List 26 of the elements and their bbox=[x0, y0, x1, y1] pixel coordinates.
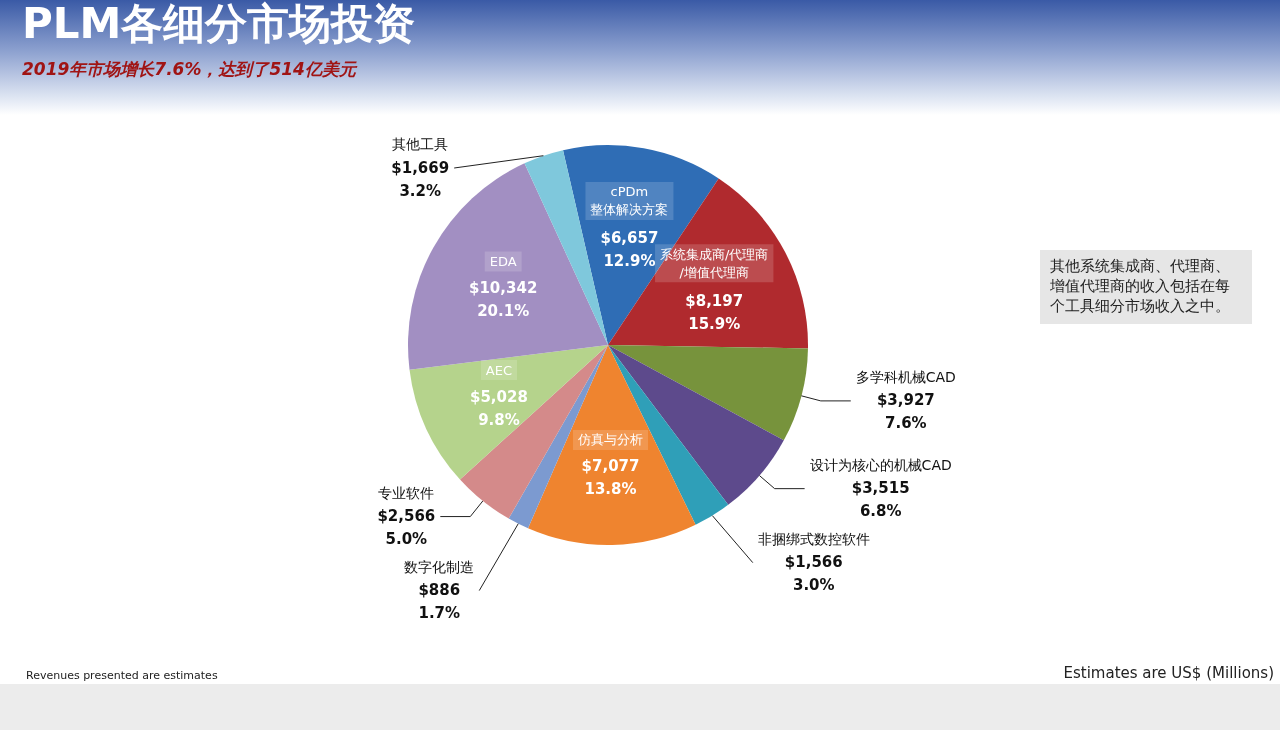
text: 2019年市场增长7.6%，达到了514亿美元 bbox=[22, 58, 356, 81]
data-label: $1,669 3.2% bbox=[391, 158, 450, 200]
data-label: $8,197 15.9% bbox=[685, 291, 744, 333]
slice-label: 专业软件 bbox=[378, 484, 435, 501]
slice-label: 多学科机械CAD bbox=[855, 368, 956, 385]
slice-label: 其他工具 bbox=[392, 136, 449, 152]
slice-label: AEC bbox=[485, 362, 513, 378]
slice-label: cPDm整体解决方案 bbox=[590, 184, 669, 218]
data-label: $10,342 20.1% bbox=[469, 279, 538, 321]
data-label: $886 1.7% bbox=[418, 581, 461, 623]
slice-label: 数字化制造 bbox=[404, 558, 475, 575]
chart-title: PLM各细分市场投资 bbox=[22, 0, 416, 50]
text: Revenues presented are estimates bbox=[26, 669, 218, 682]
data-label: $5,028 9.8% bbox=[470, 387, 528, 429]
data-label: $7,077 13.8% bbox=[581, 457, 640, 499]
slice-label: 仿真与分析 bbox=[577, 432, 644, 448]
slice-label: 非捆绑式数控软件 bbox=[757, 530, 870, 547]
slice-label: EDA bbox=[489, 254, 517, 270]
data-label: $2,566 5.0% bbox=[377, 507, 436, 549]
data-label: $1,566 3.0% bbox=[784, 553, 843, 595]
slice-label: 设计为核心的机械CAD bbox=[809, 456, 952, 473]
data-label: $3,515 6.8% bbox=[851, 479, 910, 521]
text: Estimates are US$ (Millions) bbox=[1063, 664, 1274, 682]
text: 其他系统集成商、代理商、增值代理商的收入包括在每个工具细分市场收入之中。 bbox=[1040, 250, 1252, 324]
data-label: $6,657 12.9% bbox=[600, 229, 659, 271]
data-label: $3,927 7.6% bbox=[876, 391, 935, 433]
